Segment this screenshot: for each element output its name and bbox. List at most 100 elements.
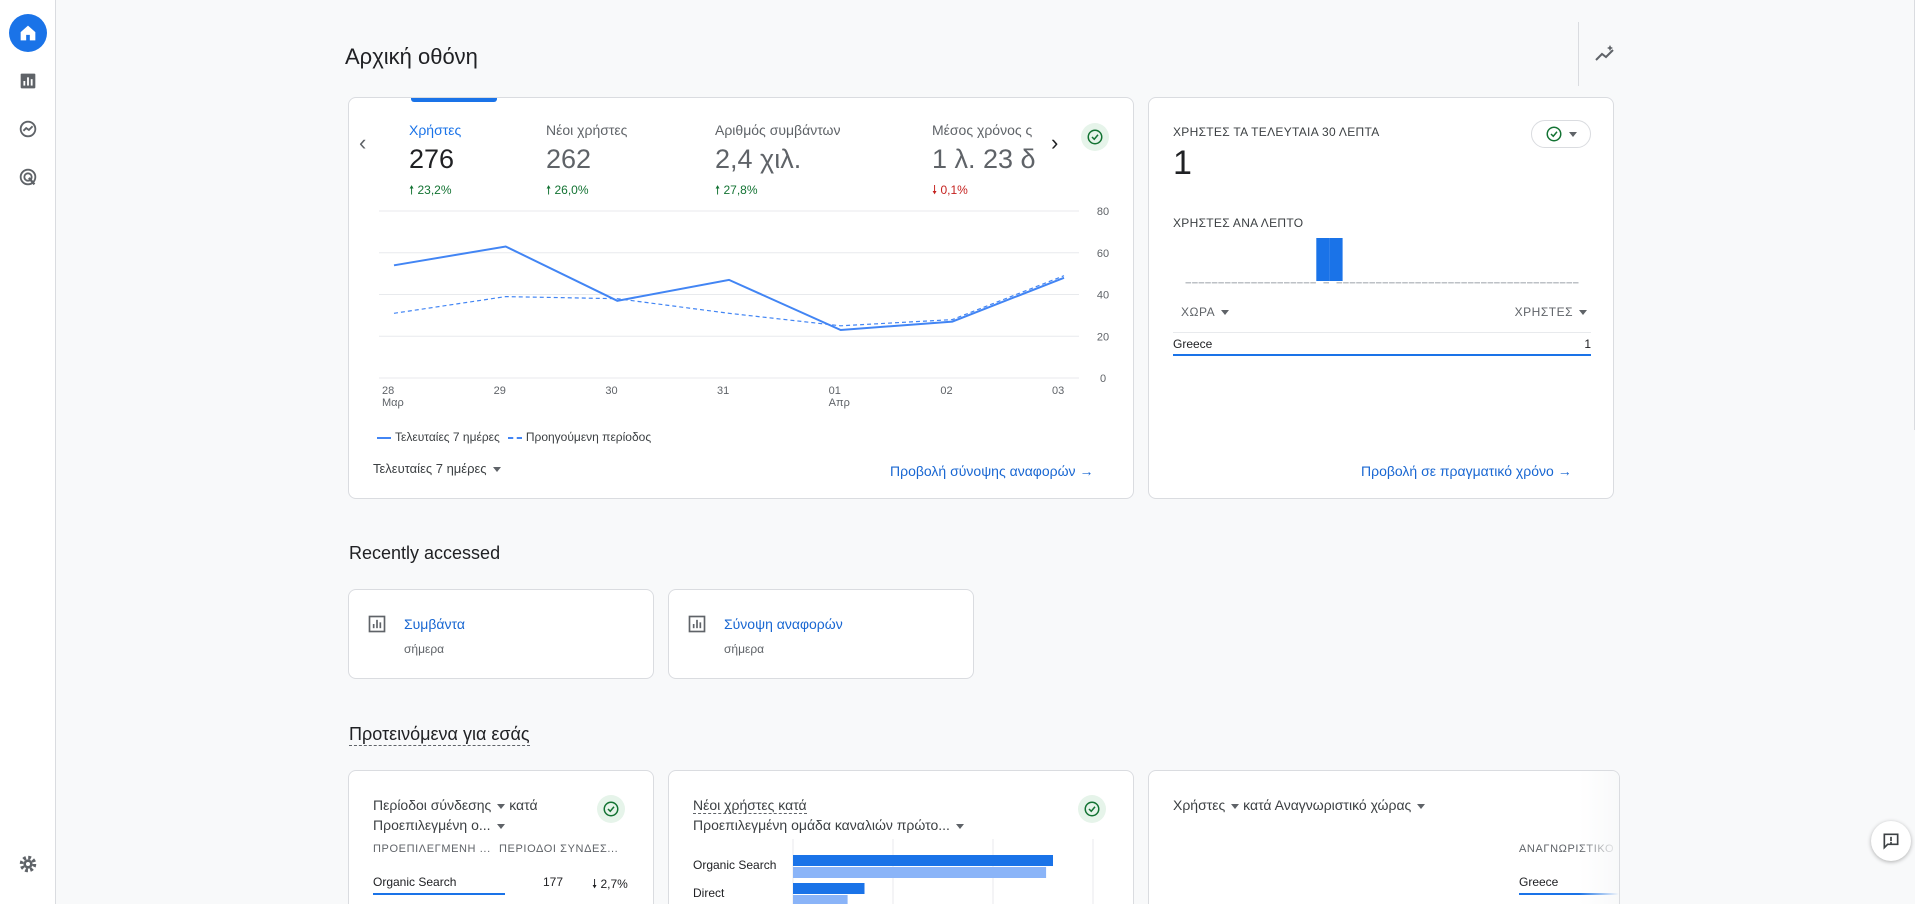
series-line[interactable]: [393, 245, 1065, 332]
minute-bar-empty: [1540, 282, 1546, 284]
column-header-sessions: ΠΕΡΙΟΔΟΙ ΣΥΝΔΕΣ...: [499, 843, 619, 855]
dimension-selector[interactable]: Προεπιλεγμένη ομάδα καναλιών πρώτο...: [693, 817, 964, 833]
metric-delta-value: 0,1%: [940, 183, 968, 197]
minute-bar-empty: [1408, 282, 1415, 284]
check-circle-icon[interactable]: [1081, 123, 1109, 151]
suggested-card-country: Χρήστες κατά Αναγνωριστικό χώρας ΑΝΑΓΝΩΡ…: [1148, 770, 1620, 904]
arrow-down-icon: 🠗: [592, 877, 598, 891]
arrow-right-icon: →: [1079, 463, 1094, 479]
minute-bar-empty: [1264, 282, 1270, 284]
metric-tab-avg-time[interactable]: Μέσος χρόνος ς 1 λ. 23 δ. 🠗 0,1%: [932, 122, 1036, 202]
recent-item-events[interactable]: Συμβάντα σήμερα: [348, 589, 654, 679]
x-tick-sublabel: Μαρ: [382, 397, 404, 409]
view-reports-snapshot-link[interactable]: Προβολή σύνοψης αναφορών →: [890, 463, 1093, 479]
minute-bar-empty: [1362, 282, 1369, 284]
users-column-header[interactable]: ΧΡΗΣΤΕΣ: [1515, 305, 1587, 319]
metric-tab-new-users[interactable]: Νέοι χρήστες 262 🠕 26,0%: [546, 122, 627, 202]
metric-delta: 🠕 23,2%: [409, 181, 461, 202]
metric-tab-event-count[interactable]: Αριθμός συμβάντων 2,4 χιλ. 🠕 27,8%: [715, 122, 840, 202]
minute-bar-empty: [1428, 282, 1435, 284]
minute-bar-empty: [1290, 282, 1297, 284]
legend-previous-label: Προηγούμενη περίοδος: [525, 430, 652, 444]
bar-previous[interactable]: [793, 895, 848, 904]
x-tick-sublabel: Απρ: [829, 397, 850, 409]
recent-item-name: Σύνοψη αναφορών: [724, 616, 843, 632]
table-row[interactable]: Greece 1: [1173, 332, 1591, 356]
minute-bar-empty: [1395, 282, 1402, 284]
minute-bar-empty: [1356, 282, 1362, 284]
view-realtime-link[interactable]: Προβολή σε πραγματικό χρόνο →: [1361, 463, 1572, 479]
recent-item-name: Συμβάντα: [404, 616, 465, 632]
metric-selector-label: Χρήστες: [1173, 797, 1226, 813]
explore-icon[interactable]: [9, 110, 47, 148]
minute-bar[interactable]: [1329, 238, 1343, 281]
row-channel: Organic Search: [373, 875, 457, 889]
minute-bar-empty: [1284, 282, 1290, 284]
y-tick-label: 0: [1100, 373, 1106, 385]
series-line[interactable]: [393, 275, 1065, 327]
bar-current[interactable]: [793, 883, 865, 894]
minute-bar-empty: [1474, 282, 1480, 284]
recent-item-time: σήμερα: [724, 642, 765, 656]
metric-selector-label: Περίοδοι σύνδεσης: [373, 797, 492, 813]
row-delta: 🠗 2,7%: [592, 875, 628, 896]
chevron-right-icon[interactable]: ›: [1051, 130, 1059, 155]
reports-icon[interactable]: [9, 62, 47, 100]
advertising-icon[interactable]: [9, 158, 47, 196]
minute-bar[interactable]: [1316, 238, 1330, 281]
minute-bar-empty: [1198, 282, 1205, 284]
country-column-header[interactable]: ΧΩΡΑ: [1181, 305, 1230, 319]
admin-gear-icon[interactable]: [9, 845, 47, 883]
recent-item-reports-snapshot[interactable]: Σύνοψη αναφορών σήμερα: [668, 589, 974, 679]
chart-legend: Τελευταίες 7 ημέρες Προηγούμενη περίοδος: [377, 430, 651, 444]
metric-tab-users[interactable]: Χρήστες 276 🠕 23,2%: [409, 122, 461, 202]
minute-bar-empty: [1527, 282, 1533, 284]
check-circle-icon[interactable]: [1078, 795, 1106, 823]
metric-label[interactable]: Νέοι χρήστες κατά: [693, 797, 807, 814]
metric-selector[interactable]: Περίοδοι σύνδεσης κατά: [373, 797, 538, 813]
metric-value: 262: [546, 144, 592, 174]
check-circle-icon: [1546, 126, 1562, 142]
users-per-minute-chart: [1185, 238, 1579, 284]
y-tick-label: 80: [1097, 206, 1109, 218]
minute-bar-empty: [1369, 282, 1375, 284]
insights-icon[interactable]: [1578, 22, 1630, 86]
dimension-selector[interactable]: Προεπιλεγμένη ο...: [373, 817, 505, 833]
dimension-selector-label: κατά Αναγνωριστικό χώρας: [1243, 797, 1412, 813]
minute-bar-empty: [1494, 282, 1500, 284]
metric-delta-value: 26,0%: [554, 183, 589, 197]
metric-dimension-selector[interactable]: Χρήστες κατά Αναγνωριστικό χώρας: [1173, 797, 1426, 813]
metric-delta: 🠕 26,0%: [546, 181, 627, 202]
overview-card: ‹ Χρήστες 276 🠕 23,2% Νέοι χρήστες 262 🠕…: [348, 97, 1134, 499]
metric-value: 2,4 χιλ.: [715, 144, 802, 174]
minute-bar-empty: [1251, 282, 1257, 284]
suggested-heading[interactable]: Προτεινόμενα για εσάς: [349, 724, 530, 746]
feedback-icon[interactable]: [1871, 821, 1911, 861]
bar-label: Direct: [693, 886, 725, 900]
realtime-status-chip[interactable]: [1531, 120, 1591, 148]
y-tick-label: 20: [1097, 331, 1109, 343]
metric-delta: 🠗 0,1%: [932, 181, 1036, 202]
realtime-per-minute-label: ΧΡΗΣΤΕΣ ΑΝΑ ΛΕΠΤΟ: [1173, 216, 1304, 230]
metric-delta-value: 27,8%: [723, 183, 758, 197]
minute-bar-empty: [1566, 282, 1572, 284]
date-range-dropdown[interactable]: Τελευταίες 7 ημέρες: [373, 461, 501, 476]
realtime-title: ΧΡΗΣΤΕΣ ΤΑ ΤΕΛΕΥΤΑΙΑ 30 ΛΕΠΤΑ: [1173, 125, 1380, 139]
caret-down-icon: [496, 823, 505, 829]
chevron-left-icon[interactable]: ‹: [359, 130, 367, 155]
bar-current[interactable]: [793, 855, 1053, 866]
check-circle-icon[interactable]: [597, 795, 625, 823]
legend-current: Τελευταίες 7 ημέρες: [377, 430, 500, 444]
minute-bar-empty: [1336, 282, 1343, 284]
row-sessions: 177: [543, 875, 564, 889]
x-tick-label: 28: [382, 385, 394, 397]
dimension-selector-label: Προεπιλεγμένη ομάδα καναλιών πρώτο...: [693, 817, 950, 833]
home-icon[interactable]: [9, 14, 47, 52]
minute-bar-empty: [1389, 282, 1395, 284]
metric-delta: 🠕 27,8%: [715, 181, 840, 202]
bar-previous[interactable]: [793, 867, 1047, 878]
column-header-channel: ΠΡΟΕΠΙΛΕΓΜΕΝΗ ...: [373, 843, 491, 855]
row-delta-value: 2,7%: [600, 877, 628, 891]
bar-label: Organic Search: [693, 858, 776, 872]
